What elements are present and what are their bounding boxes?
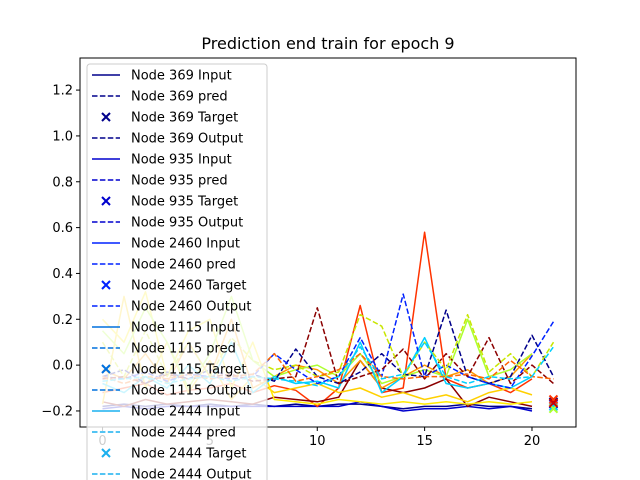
legend-entry-10: Node 2460 Target (101, 279, 247, 294)
legend-label: Node 2444 Input (131, 405, 240, 420)
legend-entry-11: Node 2460 Output (92, 300, 251, 315)
legend-label: Node 369 Input (131, 69, 232, 84)
y-tick-label-3: 0.4 (52, 267, 73, 282)
target-marker-stroke-b (548, 398, 559, 408)
legend-label: Node 369 Target (131, 111, 238, 126)
legend-marker-b (101, 196, 111, 206)
legend: Node 369 Input Node 369 pred Node 369 Targ… (86, 63, 268, 480)
legend-marker-b (101, 364, 111, 374)
legend-entry-6: Node 935 Target (101, 195, 238, 210)
legend-entry-17: Node 2444 pred (92, 426, 236, 441)
legend-entry-19: Node 2444 Output (92, 468, 251, 480)
legend-entry-1: Node 369 pred (92, 90, 228, 105)
legend-label: Node 1115 Input (131, 321, 240, 336)
legend-marker-b (101, 112, 111, 122)
legend-label: Node 2460 Target (131, 279, 247, 294)
x-tick-label-4: 20 (524, 434, 541, 449)
legend-label: Node 2444 Target (131, 447, 247, 462)
legend-entry-8: Node 2460 Input (92, 237, 240, 252)
legend-entry-2: Node 369 Target (101, 111, 238, 126)
legend-label: Node 2444 pred (131, 426, 236, 441)
legend-label: Node 369 Output (131, 132, 243, 147)
target-marker-4 (548, 394, 559, 405)
legend-label: Node 369 pred (131, 90, 228, 105)
legend-entry-5: Node 935 pred (92, 174, 228, 189)
y-tick-label-7: 1.2 (52, 84, 73, 99)
target-marker-stroke-b (548, 401, 559, 412)
legend-label: Node 1115 pred (131, 342, 236, 357)
series-line-14 (102, 341, 555, 387)
legend-label: Node 2460 Output (131, 300, 251, 315)
y-tick-label-1: 0.0 (52, 359, 73, 374)
legend-entry-4: Node 935 Input (92, 153, 232, 168)
series-line-11 (102, 307, 554, 385)
target-marker-2 (548, 401, 559, 412)
legend-label: Node 1115 Target (131, 363, 247, 378)
legend-label: Node 935 Output (131, 216, 243, 231)
target-marker-5 (548, 398, 559, 408)
chart-title: Prediction end train for epoch 9 (201, 34, 454, 53)
legend-label: Node 2460 pred (131, 258, 236, 273)
legend-label: Node 2444 Output (131, 468, 251, 480)
legend-entry-9: Node 2460 pred (92, 258, 236, 273)
legend-marker-b (101, 448, 111, 458)
y-tick-label-0: −0.2 (41, 404, 73, 419)
axes-border (79, 57, 577, 428)
legend-entry-0: Node 369 Input (92, 69, 232, 84)
legend-entry-7: Node 935 Output (92, 216, 243, 231)
legend-label: Node 935 Target (131, 195, 238, 210)
legend-box (86, 63, 268, 480)
legend-entry-16: Node 2444 Input (92, 405, 240, 420)
legend-entry-18: Node 2444 Target (101, 447, 247, 462)
legend-label: Node 935 pred (131, 174, 228, 189)
x-tick-label-2: 10 (309, 434, 326, 449)
legend-entry-14: Node 1115 Target (101, 363, 247, 378)
legend-entry-12: Node 1115 Input (92, 321, 240, 336)
legend-label: Node 935 Input (131, 153, 232, 168)
y-tick-label-2: 0.2 (52, 313, 73, 328)
y-tick-label-5: 0.8 (52, 175, 73, 190)
legend-label: Node 2460 Input (131, 237, 240, 252)
legend-entry-15: Node 1115 Output (92, 384, 251, 399)
legend-marker-b (101, 280, 111, 290)
legend-entry-13: Node 1115 pred (92, 342, 236, 357)
target-marker-stroke-b (548, 394, 559, 405)
y-tick-label-6: 1.0 (52, 129, 73, 144)
y-tick-label-4: 0.6 (52, 221, 73, 236)
legend-entry-3: Node 369 Output (92, 132, 243, 147)
x-tick-label-3: 15 (416, 434, 433, 449)
legend-label: Node 1115 Output (131, 384, 251, 399)
